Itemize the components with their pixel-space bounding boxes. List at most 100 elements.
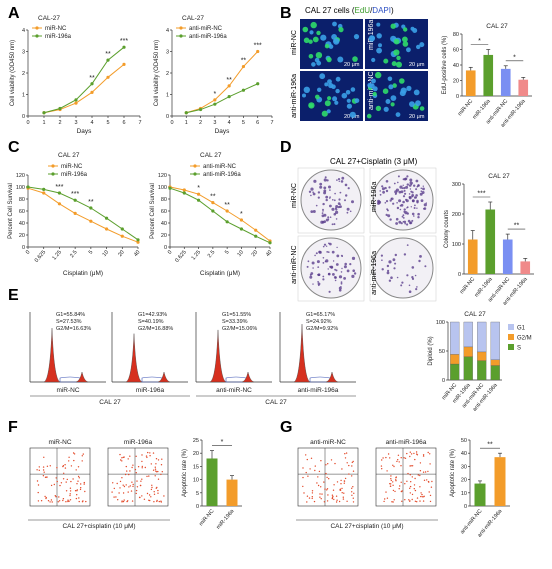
- colony-dot: [384, 202, 387, 204]
- colony-dot: [327, 218, 330, 220]
- histogram-g1-label: G1=51.55%: [222, 312, 251, 318]
- g-plot-2-event: [415, 451, 418, 453]
- g-plot-1-event: [340, 479, 342, 482]
- edu-cell: [308, 102, 315, 109]
- histogram-g1-peak: [43, 328, 61, 383]
- g-plot-1-event: [341, 468, 343, 470]
- colony-dot: [344, 199, 346, 202]
- colony-dot: [419, 255, 422, 258]
- colony-dot: [398, 190, 402, 194]
- a-left-x-tick-label: 1: [42, 120, 45, 126]
- colony-dot: [323, 178, 327, 182]
- colony-dot: [351, 274, 355, 278]
- edu-cell: [332, 96, 338, 102]
- g-plot-1-event: [352, 486, 354, 488]
- a-right-y-axis-label: Cell viability (OD450 nm): [154, 40, 160, 106]
- colony-dot: [411, 266, 415, 269]
- edu-cell: [308, 39, 313, 44]
- g-plot-2-event: [411, 465, 414, 467]
- f-plot-2-event: [150, 463, 152, 465]
- histogram-s-phase: [141, 376, 163, 383]
- f-plot-2-event: [148, 475, 150, 477]
- colony-dot: [402, 217, 405, 219]
- f-plot-2-event: [119, 480, 122, 483]
- histogram-s-phase: [309, 376, 331, 383]
- g-plot-1-event: [307, 475, 309, 477]
- f-plot-1-event: [77, 466, 80, 468]
- c-left-x-axis-label: Cisplatin (μM): [63, 270, 103, 277]
- g-plot-2-event: [414, 489, 417, 492]
- g-plot-1-event: [352, 470, 355, 472]
- colony-dot: [323, 186, 327, 190]
- c-right-y-tick-label: 0: [164, 245, 167, 251]
- f-bar-category-label: miR-NC: [198, 508, 215, 527]
- colony-dot: [415, 288, 418, 291]
- f-plot-2-event: [154, 475, 156, 477]
- f-plot-2-event: [126, 470, 128, 472]
- e-bar-segment: [477, 351, 487, 361]
- g-plot-2-event: [429, 453, 431, 455]
- colony-dot: [406, 244, 409, 247]
- colony-dot: [306, 265, 309, 268]
- f-plot-1-event: [40, 500, 43, 502]
- colony-dot: [310, 187, 314, 191]
- edu-cell: [302, 26, 309, 33]
- f-plot-2-event: [120, 459, 122, 461]
- colony-dot: [399, 208, 402, 211]
- f-plot-2-event: [157, 470, 159, 473]
- f-bar-significance: *: [221, 439, 224, 446]
- c-left-series-line: [27, 186, 139, 241]
- edu-cell: [391, 61, 397, 67]
- colony-dot: [409, 178, 413, 182]
- f-plot-2-event: [156, 471, 158, 473]
- g-plot-2-event: [430, 486, 433, 488]
- edu-cell: [395, 112, 401, 117]
- f-plot-1-event: [36, 469, 38, 471]
- c-left-data-point: [89, 219, 93, 223]
- g-plot-2-event: [422, 455, 425, 457]
- g-plot-2-event: [400, 457, 402, 459]
- colony-dot: [423, 203, 427, 207]
- a-right-data-point: [256, 49, 260, 54]
- c-right-significance: *: [197, 185, 200, 192]
- a-right-x-tick-label: 3: [213, 120, 216, 126]
- f-plot-2-event: [129, 470, 131, 472]
- g-plot-1-event: [318, 470, 321, 473]
- b-bar-significance: *: [513, 54, 516, 61]
- g-plot-2-event: [389, 485, 392, 487]
- colony-dot: [404, 192, 407, 195]
- g-plot-2-event: [419, 470, 422, 472]
- colony-dot: [329, 189, 331, 191]
- f-plot-2-event: [161, 458, 163, 460]
- colony-dot: [344, 262, 348, 266]
- g-plot-1-event: [311, 496, 313, 498]
- a-left-data-point: [122, 62, 126, 66]
- a-left-x-axis-label: Days: [77, 128, 93, 135]
- f-plot-2-event: [151, 484, 153, 486]
- a-right-data-point: [184, 111, 188, 115]
- a-left-data-point: [106, 58, 110, 62]
- g-bar-bar: [474, 483, 486, 506]
- colony-dot: [332, 273, 335, 276]
- c-right-data-point: [196, 198, 201, 202]
- colony-dot: [328, 290, 331, 293]
- c-right-data-point: [254, 228, 258, 232]
- colony-dot: [316, 260, 320, 264]
- g-plot-2-event: [399, 485, 401, 487]
- g-plot-2-event: [416, 454, 419, 456]
- d-bar-bar: [485, 209, 496, 274]
- g-plot-1-event: [306, 495, 309, 497]
- colony-dot: [335, 263, 339, 266]
- colony-dot: [408, 193, 411, 195]
- g-plot-2-event: [381, 468, 383, 470]
- g-plot-1-event: [309, 468, 311, 470]
- colony-dot: [343, 277, 346, 280]
- c-left-y-tick-label: 40: [19, 221, 25, 227]
- g-bar-y-tick-label: 50: [461, 438, 467, 444]
- colony-dot: [398, 199, 402, 203]
- c-left-x-tick-label: 0.625: [34, 249, 47, 263]
- colony-dot: [413, 215, 415, 217]
- colony-row-label-1: miR-NC: [291, 183, 298, 208]
- histogram-sample-label: miR-196a: [136, 387, 165, 394]
- f-plot-1-event: [81, 460, 83, 462]
